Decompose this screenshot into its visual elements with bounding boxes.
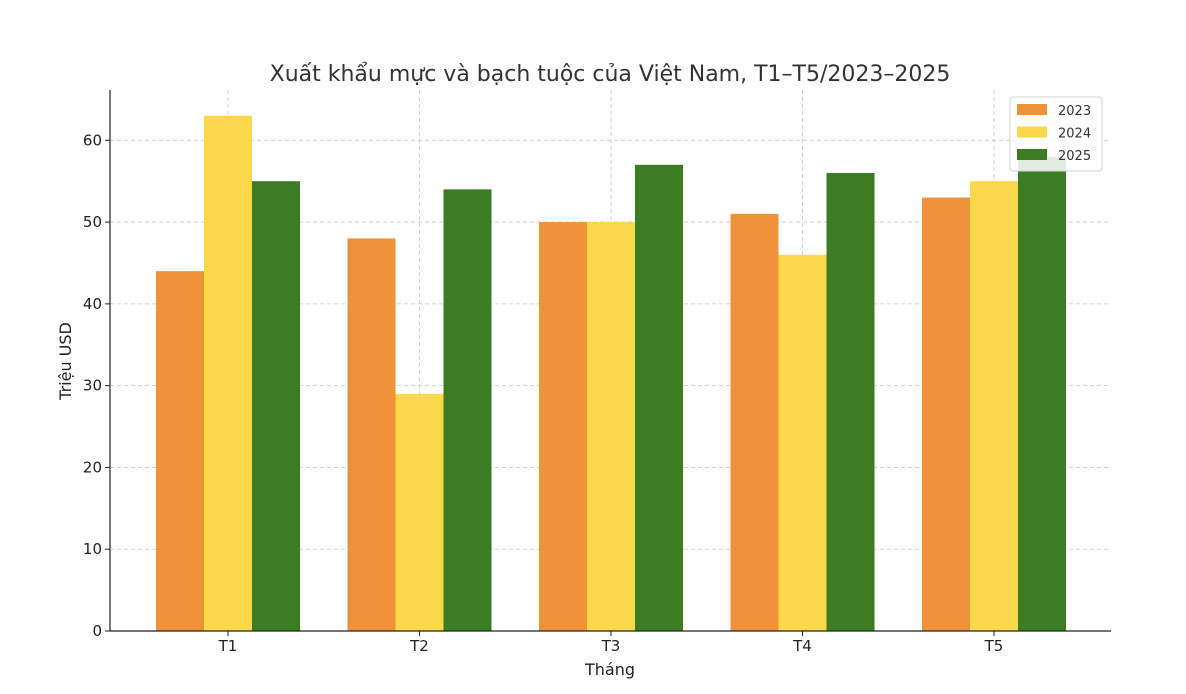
- bar-2024-T5: [970, 181, 1018, 631]
- bars: [156, 115, 1066, 632]
- legend-swatch-2024: [1017, 126, 1047, 138]
- bar-2024-T3: [587, 222, 635, 631]
- legend-label-2025: 2025: [1058, 149, 1091, 164]
- x-tick-label: T2: [409, 637, 429, 655]
- bar-2024-T1: [204, 115, 252, 631]
- bar-2024-T2: [395, 393, 444, 631]
- x-tick-label: T3: [601, 637, 621, 655]
- legend-label-2024: 2024: [1058, 127, 1091, 142]
- bar-2025-T1: [252, 181, 300, 631]
- x-tick-label: T4: [792, 637, 812, 655]
- x-ticks: T1 T2 T3 T4 T5: [218, 631, 1004, 655]
- bar-2023-T3: [539, 222, 587, 631]
- x-tick-label: T1: [218, 637, 238, 655]
- bar-2023-T4: [730, 213, 779, 631]
- y-tick-label: 50: [83, 213, 102, 231]
- bar-2025-T3: [635, 164, 683, 631]
- y-tick-label: 30: [83, 377, 102, 395]
- x-tick-label: T5: [984, 637, 1004, 655]
- y-tick-label: 0: [92, 622, 102, 640]
- bar-2023-T2: [347, 238, 396, 632]
- bar-2024-T4: [778, 254, 827, 631]
- bar-2025-T2: [443, 189, 492, 631]
- bar-2023-T5: [922, 197, 970, 632]
- bar-2025-T5: [1018, 156, 1066, 632]
- legend-swatch-2025: [1017, 149, 1047, 160]
- y-tick-label: 20: [83, 458, 102, 476]
- bar-2025-T4: [826, 173, 875, 631]
- y-ticks: 0 10 20 30 40 50 60: [83, 131, 110, 640]
- y-tick-label: 60: [83, 131, 102, 149]
- legend-swatch-2023: [1017, 104, 1047, 115]
- y-tick-label: 10: [83, 540, 102, 558]
- x-axis-label: Tháng: [584, 660, 635, 679]
- legend: 2023 2024 2025: [1009, 96, 1103, 172]
- bar-2023-T1: [156, 271, 204, 631]
- chart-title: Xuất khẩu mực và bạch tuộc của Việt Nam,…: [270, 62, 951, 87]
- y-tick-label: 40: [83, 295, 102, 313]
- y-axis-label: Triệu USD: [56, 322, 75, 401]
- legend-label-2023: 2023: [1058, 104, 1091, 119]
